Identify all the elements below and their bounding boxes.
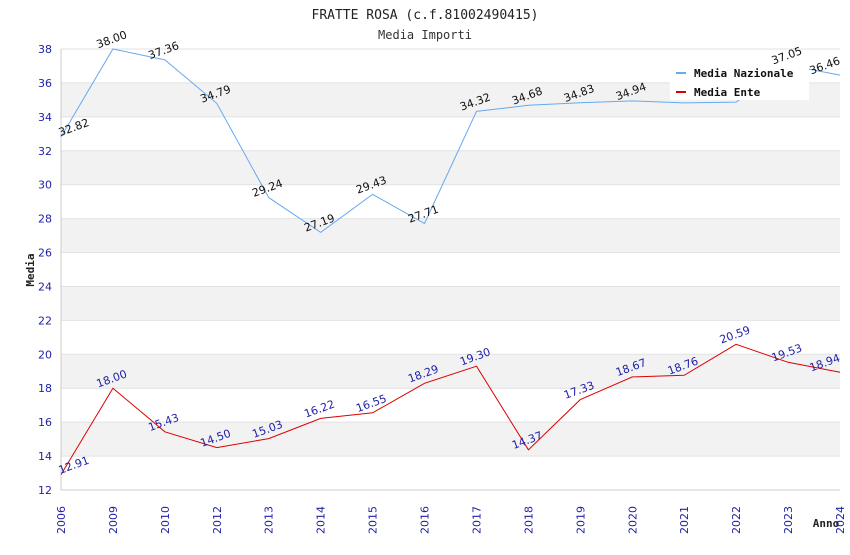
- grid-band: [61, 456, 840, 490]
- x-tick-label: 2009: [107, 506, 120, 534]
- grid-band: [61, 218, 840, 253]
- x-tick-label: 2006: [55, 506, 68, 534]
- y-axis-label: Media: [24, 253, 37, 286]
- grid-band: [61, 116, 840, 151]
- grid-band: [61, 184, 840, 219]
- y-tick-label: 36: [38, 77, 52, 90]
- grid-band: [61, 354, 840, 389]
- series-line-media-ente: [60, 343, 841, 475]
- chart-subtitle: Media Importi: [378, 28, 472, 42]
- grid-band: [61, 252, 840, 287]
- x-tick-label: 2024: [834, 506, 847, 534]
- x-tick-label: 2017: [470, 506, 483, 534]
- x-tick-label: 2013: [263, 506, 276, 534]
- x-ticks: 2006 2009 2010 2012 2013 2014 2015 2016 2017 2018…: [55, 506, 847, 534]
- legend: Media Nazionale Media Ente: [670, 58, 809, 100]
- y-tick-label: 38: [38, 43, 52, 56]
- x-tick-label: 2023: [782, 506, 795, 534]
- y-tick-label: 12: [38, 484, 52, 497]
- grid-band: [61, 422, 840, 457]
- legend-label: Media Ente: [694, 86, 761, 99]
- axes: [60, 49, 840, 491]
- x-axis-label: Anno: [813, 517, 840, 530]
- x-tick-label: 2021: [678, 506, 691, 534]
- x-tick-label: 2010: [159, 506, 172, 534]
- x-tick-label: 2015: [367, 506, 380, 534]
- x-tick-label: 2014: [315, 506, 328, 534]
- y-tick-label: 28: [38, 213, 52, 226]
- y-tick-label: 16: [38, 416, 52, 429]
- y-tick-label: 32: [38, 145, 52, 158]
- y-tick-label: 26: [38, 247, 52, 260]
- x-tick-label: 2016: [419, 506, 432, 534]
- y-tick-label: 34: [38, 111, 52, 124]
- x-tick-label: 2018: [522, 506, 535, 534]
- legend-box: [670, 58, 809, 100]
- x-tick-label: 2020: [626, 506, 639, 534]
- series-line-media-nazionale: [60, 48, 841, 234]
- y-tick-label: 18: [38, 382, 52, 395]
- data-label: 38.00: [95, 28, 129, 51]
- series-lines: [60, 48, 841, 475]
- legend-label: Media Nazionale: [694, 67, 794, 80]
- x-tick-label: 2022: [730, 506, 743, 534]
- y-tick-label: 20: [38, 348, 52, 361]
- y-tick-label: 30: [38, 179, 52, 192]
- grid-band: [61, 320, 840, 355]
- y-tick-label: 24: [38, 280, 52, 293]
- grid-band: [61, 286, 840, 321]
- x-tick-label: 2012: [211, 506, 224, 534]
- grid-band: [61, 388, 840, 423]
- y-tick-label: 14: [38, 450, 52, 463]
- chart-title: FRATTE ROSA (c.f.81002490415): [312, 8, 539, 23]
- y-ticks: 12 14 16 18 20 22 24 26 28 30 32 34 36 38: [38, 43, 52, 497]
- x-tick-label: 2019: [574, 506, 587, 534]
- y-tick-label: 22: [38, 314, 52, 327]
